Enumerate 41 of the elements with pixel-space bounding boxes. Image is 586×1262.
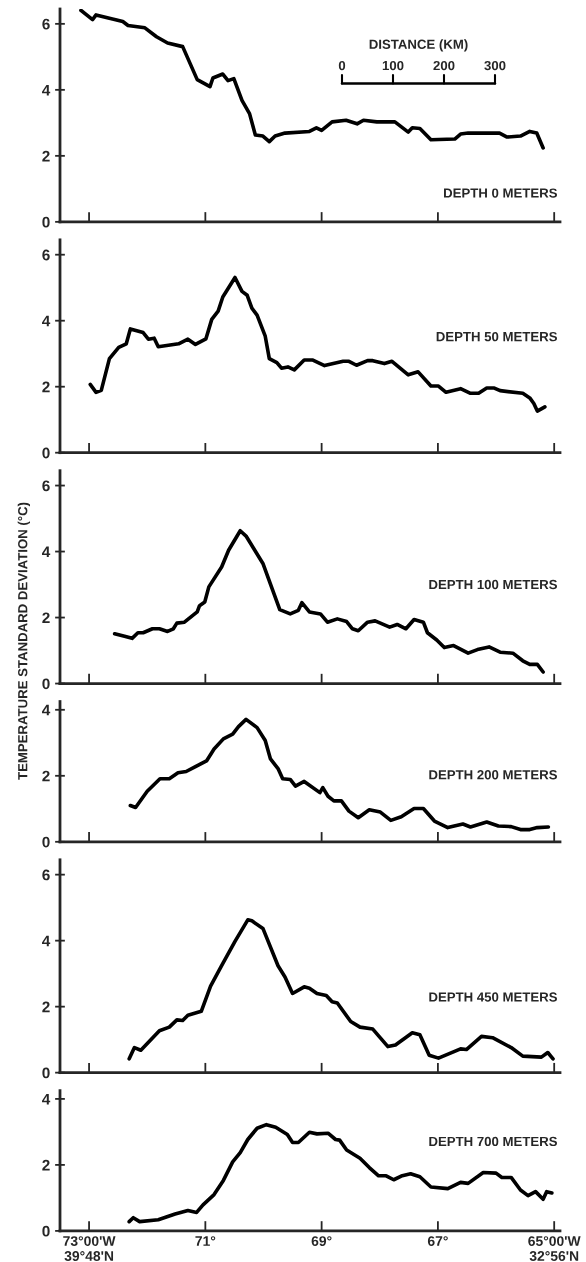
y-tick-label: 2 <box>42 1159 50 1171</box>
x-tick-label: 69° <box>311 1236 332 1246</box>
y-tick-label: 0 <box>42 678 50 690</box>
x-tick-label: 73°00'W 39°48'N <box>63 1236 116 1261</box>
y-tick-label: 4 <box>42 84 51 96</box>
text: DEPTH 200 METERS <box>429 770 557 780</box>
annotation: 300 <box>484 60 506 71</box>
annotation: 100 <box>382 60 404 71</box>
y-tick-label: 2 <box>42 770 50 782</box>
y-tick-label: 4 <box>42 704 51 716</box>
annotation: DISTANCE (KM) <box>369 39 468 52</box>
y-tick-label: 0 <box>42 447 50 459</box>
y-tick-label: 6 <box>42 869 50 881</box>
y-tick-label: 0 <box>42 1067 50 1079</box>
x-tick-label: 71° <box>195 1236 216 1246</box>
annotation: 200 <box>433 60 455 71</box>
y-tick-label: 2 <box>42 150 50 162</box>
y-tick-label: 0 <box>42 216 50 228</box>
y-tick-label: 6 <box>42 480 50 492</box>
y-tick-label: 0 <box>42 836 50 848</box>
y-tick-label: 4 <box>42 315 51 327</box>
line-series <box>79 9 545 150</box>
y-tick-label: 4 <box>42 1093 51 1105</box>
y-tick-label: 2 <box>42 1001 50 1013</box>
y-tick-label: 6 <box>42 249 50 261</box>
text: DEPTH 0 METERS <box>444 188 557 198</box>
text: DEPTH 50 METERS <box>436 331 557 342</box>
y-tick-label: 2 <box>42 612 50 624</box>
y-tick-label: 4 <box>42 935 51 947</box>
y-tick-label: 6 <box>42 18 50 30</box>
text: DEPTH 700 METERS <box>429 1136 557 1147</box>
y-tick-label: 0 <box>42 1225 50 1237</box>
text: DEPTH 450 METERS <box>429 992 557 1002</box>
y-tick-label: 4 <box>42 546 51 558</box>
y-axis-title: TEMPERATURE STANDARD DEVIATION (°C) <box>17 502 30 780</box>
line-series <box>127 918 555 1061</box>
text: DEPTH 100 METERS <box>429 579 557 590</box>
x-tick-label: 65°00'W 32°56'N <box>528 1236 581 1261</box>
annotation: 0 <box>338 60 346 71</box>
x-tick-label: 67° <box>427 1236 448 1246</box>
y-tick-label: 2 <box>42 381 50 393</box>
